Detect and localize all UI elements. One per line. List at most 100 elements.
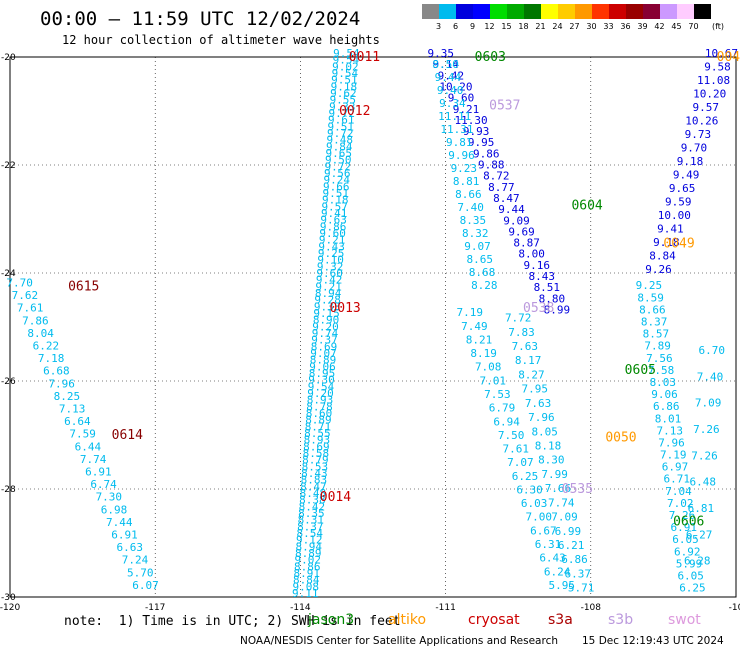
wave-height-value: 9.72 <box>324 160 351 173</box>
plot-frame <box>9 56 737 598</box>
wave-height-value: 9.16 <box>523 259 550 272</box>
x-tick-label: -114 <box>290 603 311 613</box>
pass-time-label: 0605 <box>625 363 656 378</box>
wave-height-value: 9.34 <box>439 97 466 110</box>
wave-height-value: 7.96 <box>658 436 685 449</box>
wave-height-value: 8.91 <box>294 567 321 580</box>
wave-height-value: 6.31 <box>535 538 562 551</box>
wave-height-value: 8.69 <box>303 440 330 453</box>
wave-height-value: 9.54 <box>308 380 335 393</box>
wave-height-value: 9.20 <box>312 320 339 333</box>
wave-height-value: 8.89 <box>295 547 322 560</box>
pass-time-label: 0013 <box>329 301 360 316</box>
wave-height-value: 9.15 <box>313 307 340 320</box>
wave-height-value: 6.99 <box>555 525 582 538</box>
wave-height-value: 6.07 <box>132 579 159 592</box>
colorbar-swatch <box>439 4 456 19</box>
wave-height-value: 8.93 <box>304 434 331 447</box>
pass-time-label: 0011 <box>349 50 380 65</box>
wave-height-value: 7.08 <box>475 361 502 374</box>
colorbar-swatch <box>626 4 643 19</box>
colorbar-label: 12 <box>484 22 495 31</box>
wave-height-value: 7.44 <box>106 516 133 529</box>
wave-height-value: 8.79 <box>302 454 329 467</box>
wave-height-value: 9.60 <box>316 267 343 280</box>
wave-height-value: 9.28 <box>314 294 341 307</box>
wave-height-value: 8.37 <box>297 520 324 533</box>
wave-height-value: 9.55 <box>330 94 357 107</box>
wave-height-value: 7.26 <box>693 423 720 436</box>
wave-height-value: 8.99 <box>544 304 571 317</box>
wave-height-value: 8.87 <box>513 237 540 250</box>
colorbar-swatch <box>677 4 694 19</box>
wave-height-value: 8.01 <box>655 412 682 425</box>
wave-height-value: 8.89 <box>310 354 337 367</box>
wave-height-value: 9.24 <box>323 174 350 187</box>
wave-height-value: 9.07 <box>464 240 491 253</box>
chart-subtitle: 12 hour collection of altimeter wave hei… <box>62 33 380 47</box>
colorbar-label: 33 <box>603 22 614 31</box>
colorbar-swatch <box>575 4 592 19</box>
wave-height-value: 8.69 <box>311 340 338 353</box>
wave-height-value: 9.63 <box>320 214 347 227</box>
wave-height-value: 9.50 <box>325 154 352 167</box>
wave-height-value: 9.69 <box>508 225 535 238</box>
wave-height-value: 8.86 <box>294 560 321 573</box>
wave-height-value: 7.63 <box>525 397 552 410</box>
wave-height-value: 8.47 <box>300 480 327 493</box>
wave-height-value: 7.61 <box>17 302 44 315</box>
wave-height-value: 8.27 <box>518 368 545 381</box>
wave-height-value: 8.35 <box>460 214 487 227</box>
pass-time-label: 0538 <box>523 301 554 316</box>
wave-height-value: 7.49 <box>461 320 488 333</box>
wave-height-value: 9.60 <box>448 92 475 105</box>
colorbar-swatch <box>660 4 677 19</box>
wave-height-value: 8.84 <box>293 574 320 587</box>
wave-height-value: 7.19 <box>660 449 687 462</box>
wave-height-value: 6.67 <box>530 524 557 537</box>
colorbar-label: 36 <box>620 22 631 31</box>
pass-time-label: 0604 <box>571 199 602 214</box>
x-tick-label: -111 <box>435 603 455 613</box>
wave-height-value: 8.04 <box>27 327 54 340</box>
wave-height-value: 9.21 <box>315 280 342 293</box>
colorbar-label: 24 <box>552 22 563 31</box>
pass-time-label: 0012 <box>339 104 370 119</box>
wave-height-value: 7.70 <box>6 277 33 290</box>
wave-height-value: 8.58 <box>303 447 330 460</box>
pass-time-label: 0606 <box>673 514 704 529</box>
colorbar-label: 27 <box>569 22 580 31</box>
wave-height-value: 9.20 <box>307 387 334 400</box>
wave-height-value: 5.95 <box>549 579 576 592</box>
wave-height-value: 5.70 <box>127 566 154 579</box>
colorbar-label: 6 <box>452 22 459 31</box>
wave-height-value: 9.48 <box>327 134 354 147</box>
wave-height-value: 9.02 <box>295 554 322 567</box>
wave-height-value: 11.11 <box>438 110 471 123</box>
wave-height-value: 6.74 <box>90 478 117 491</box>
wave-height-value: 6.25 <box>679 582 706 595</box>
wave-height-value: 8.47 <box>493 192 520 205</box>
wave-height-value: 8.80 <box>539 292 566 305</box>
mission-label: altiko <box>388 612 427 628</box>
wave-height-value: 8.60 <box>306 407 333 420</box>
wave-height-value: 9.21 <box>453 103 480 116</box>
footnote: note: 1) Time is in UTC; 2) SWH is in fe… <box>64 614 401 629</box>
colorbar-swatch <box>507 4 524 19</box>
wave-height-value: 8.30 <box>538 454 565 467</box>
generation-timestamp: 15 Dec 12:19:43 UTC 2024 <box>582 635 724 647</box>
wave-height-value: 7.04 <box>665 485 692 498</box>
wave-height-value: 8.21 <box>466 333 493 346</box>
wave-height-value: 9.23 <box>451 162 478 175</box>
wave-height-value: 8.66 <box>639 303 666 316</box>
wave-height-value: 7.58 <box>648 364 675 377</box>
colorbar-swatch <box>592 4 609 19</box>
wave-height-value: 9.41 <box>657 223 684 236</box>
wave-height-value: 9.57 <box>693 101 720 114</box>
wave-height-value: 6.81 <box>688 502 715 515</box>
y-tick-label: -22 <box>1 161 16 171</box>
wave-height-value: 9.61 <box>328 114 355 127</box>
wave-height-value: 8.84 <box>649 250 676 263</box>
colorbar-swatch <box>541 4 558 19</box>
